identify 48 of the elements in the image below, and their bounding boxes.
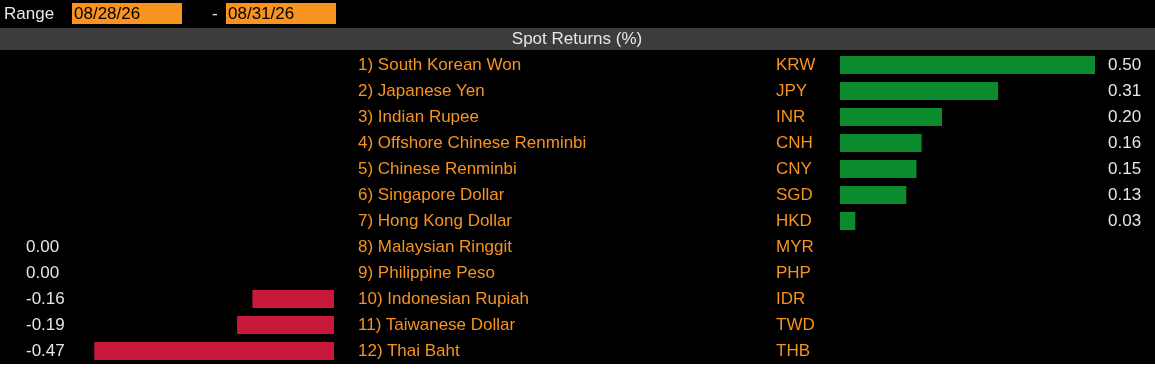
data-label: -0.19 [26,315,65,334]
text: 08/31/26 [228,4,295,23]
y-tick-label: 5) Chinese Renminbi [358,159,517,178]
y-tick-label: 10) Indonesian Rupiah [358,289,530,308]
text: Spot Returns (%) [511,29,643,48]
data-label: 0.15 [1108,159,1142,178]
y-tick-label: 9) Philippine Peso [358,263,496,282]
bar [840,185,907,205]
y-tick-label: CNY [776,159,812,178]
y-tick-label: SGD [776,185,813,204]
bar [840,81,999,101]
y-tick-label: JPY [776,81,808,100]
y-tick-label: CNH [776,133,813,152]
text: 08/28/26 [74,4,141,23]
data-label: 0.50 [1108,55,1142,74]
y-tick-label: 11) Taiwanese Dollar [358,315,516,334]
y-tick-label: 12) Thai Baht [358,341,461,360]
data-label: 0.31 [1108,81,1142,100]
data-label: -0.47 [26,341,65,360]
bar [840,159,917,179]
data-label: 0.20 [1108,107,1142,126]
data-label: -0.16 [26,289,65,308]
y-tick-label: 6) Singapore Dollar [358,185,505,204]
y-tick-label: 2) Japanese Yen [358,81,485,100]
data-label: 0.16 [1108,133,1142,152]
y-tick-label: 7) Hong Kong Dollar [358,211,513,230]
y-tick-label: 4) Offshore Chinese Renminbi [358,133,587,152]
bar [840,55,1095,75]
y-tick-label: 3) Indian Rupee [358,107,479,126]
bar [840,211,856,231]
y-tick-label: IDR [776,289,806,308]
y-tick-label: HKD [776,211,812,230]
y-tick-label: TWD [776,315,815,334]
y-tick-label: 8) Malaysian Ringgit [358,237,513,256]
y-tick-label: KRW [776,55,816,74]
bar [840,107,942,127]
y-tick-label: PHP [776,263,811,282]
bar [840,133,922,153]
text: Range [4,4,55,23]
data-label: 0.00 [26,237,60,256]
y-tick-label: MYR [776,237,814,256]
data-label: 0.13 [1108,185,1142,204]
y-tick-label: 1) South Korean Won [358,55,522,74]
data-label: 0.03 [1108,211,1142,230]
text: - [212,4,218,23]
y-tick-label: INR [776,107,806,126]
data-label: 0.00 [26,263,60,282]
y-tick-label: THB [776,341,810,360]
